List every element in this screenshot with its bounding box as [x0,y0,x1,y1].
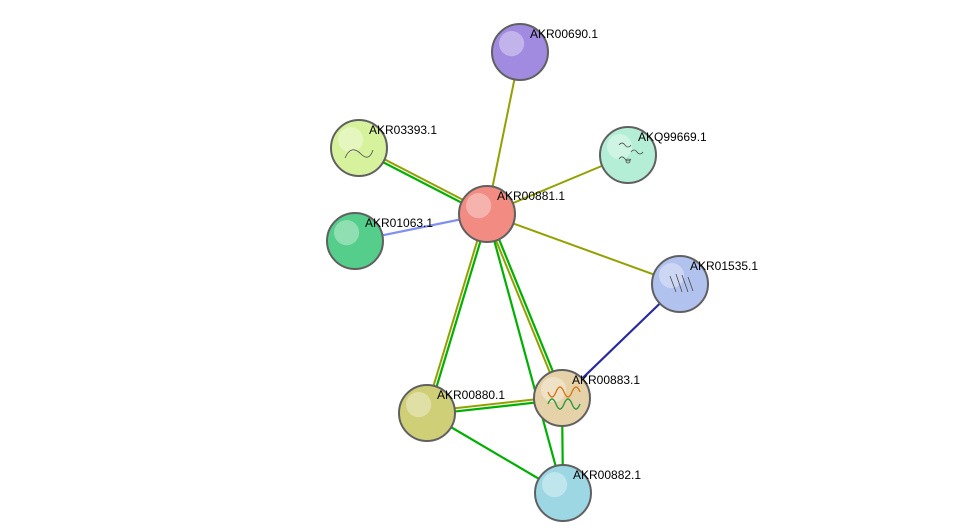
edge-akr00881-akr00883 [486,215,561,399]
node-akr00883[interactable]: AKR00883.1 [534,370,640,426]
node-akr00882[interactable]: AKR00882.1 [535,465,641,521]
edge-akr00881-akr01535 [487,214,680,284]
node-akr01535[interactable]: AKR01535.1 [652,256,758,312]
node-akr00880[interactable]: AKR00880.1 [399,385,505,441]
node-akr03393[interactable]: AKR03393.1 [331,120,437,176]
node-label-akr01535: AKR01535.1 [690,259,758,273]
node-akr00690[interactable]: AKR00690.1 [492,24,598,80]
edge-akr00881-akr00880 [429,214,489,413]
edge-akr00881-akr00880 [425,214,485,413]
node-akr00881[interactable]: AKR00881.1 [459,186,565,242]
node-label-akq99669: AKQ99669.1 [638,130,707,144]
node-label-akr01063: AKR01063.1 [365,216,433,230]
node-label-akr00882: AKR00882.1 [573,468,641,482]
node-label-akr00690: AKR00690.1 [530,27,598,41]
edge-akr00881-akr00883 [488,213,563,397]
node-akq99669[interactable]: AKQ99669.1 [600,127,707,183]
nodes-layer: AKR00881.1 AKR00690.1 AKR03393.1 AKQ99669.1… [327,24,758,521]
edge-akr00881-akr00882 [487,214,563,493]
node-label-akr00883: AKR00883.1 [572,373,640,387]
network-diagram: AKR00881.1 AKR00690.1 AKR03393.1 AKQ99669.1… [0,0,975,532]
node-label-akr03393: AKR03393.1 [369,123,437,137]
node-label-akr00881: AKR00881.1 [497,189,565,203]
node-akr01063[interactable]: AKR01063.1 [327,213,433,269]
node-label-akr00880: AKR00880.1 [437,388,505,402]
